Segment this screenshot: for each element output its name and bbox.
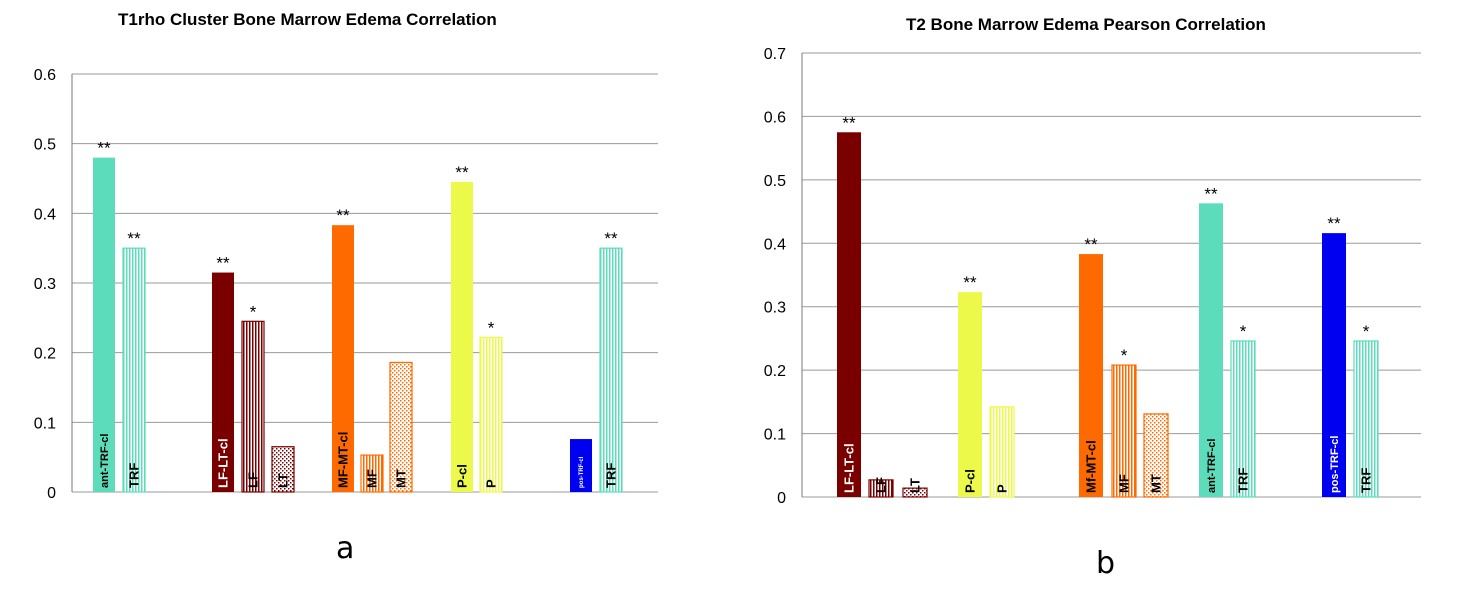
- bar-label: LF-LT-cl: [216, 438, 231, 488]
- panel-label: b: [1096, 546, 1116, 581]
- significance-marker: *: [1240, 322, 1247, 341]
- bar-trf: [122, 247, 146, 493]
- bar-label: TRF: [604, 463, 619, 488]
- significance-marker: *: [1363, 322, 1370, 341]
- bar-mt: [389, 361, 413, 493]
- y-tick-label: 0.5: [764, 173, 786, 190]
- bar-pos-trf-cl: [570, 439, 592, 492]
- bar-label: pos-TRF-cl: [1329, 436, 1341, 493]
- y-tick-label: 0.6: [764, 109, 786, 126]
- y-tick-label: 0.7: [764, 46, 786, 63]
- y-tick-label: 0.3: [34, 276, 56, 293]
- bar-mf: [1111, 364, 1137, 498]
- y-tick-label: 0.6: [34, 67, 56, 84]
- bar-lf: [241, 320, 265, 493]
- chart-panel-a: T1rho Cluster Bone Marrow Edema Correlat…: [0, 0, 700, 594]
- bar-label: LT: [908, 478, 923, 493]
- bar-mt: [1143, 413, 1169, 498]
- significance-marker: *: [1121, 346, 1128, 365]
- bar-p: [989, 406, 1015, 498]
- bar-lt: [271, 446, 295, 493]
- bar-p: [479, 336, 503, 493]
- y-tick-label: 0.5: [34, 137, 56, 154]
- y-tick-label: 0.4: [34, 206, 56, 223]
- bar-mf: [360, 454, 384, 493]
- bar-label: P: [995, 484, 1010, 493]
- y-tick-label: 0: [47, 485, 56, 502]
- bar-pos-trf-cl: [1322, 233, 1346, 497]
- bar-label: LF: [246, 472, 261, 488]
- bar-p-cl: [451, 181, 473, 492]
- bar-label: ant-TRF-cl: [1206, 439, 1218, 493]
- bar-label: TRF: [127, 463, 142, 488]
- bar-label: MT: [1149, 474, 1164, 493]
- y-tick-label: 0.3: [764, 300, 786, 317]
- y-tick-label: 0.2: [34, 346, 56, 363]
- significance-marker: **: [455, 163, 469, 182]
- bar-trf: [1230, 340, 1256, 498]
- y-tick-label: 0.2: [764, 363, 786, 380]
- bar-label: pos-TRF-cl: [579, 456, 585, 488]
- bar-label: MT: [394, 469, 409, 488]
- bar-trf: [1353, 340, 1379, 498]
- significance-marker: *: [250, 302, 257, 321]
- bar-lt: [902, 487, 928, 498]
- bar-mf-mt-cl: [332, 225, 354, 492]
- significance-marker: **: [1084, 235, 1098, 254]
- bar-lf-lt-cl: [837, 132, 861, 498]
- bar-chart-a: 00.10.20.30.40.50.6ant-TRF-cl**TRF**LF-L…: [34, 67, 658, 502]
- bar-ant-trf-cl: [1199, 203, 1223, 497]
- significance-marker: **: [842, 113, 856, 132]
- chart-title: T2 Bone Marrow Edema Pearson Correlation: [906, 15, 1266, 34]
- bar-label: ant-TRF-cl: [99, 434, 111, 488]
- significance-marker: *: [488, 318, 495, 337]
- significance-marker: **: [97, 139, 111, 158]
- significance-marker: **: [604, 229, 618, 248]
- bar-lf: [868, 479, 894, 498]
- bar-label: Mf-MT-cl: [1084, 440, 1099, 493]
- bar-p-cl: [958, 292, 982, 497]
- chart-title: T1rho Cluster Bone Marrow Edema Correlat…: [118, 10, 497, 29]
- significance-marker: **: [336, 206, 350, 225]
- bar-ant-trf-cl: [93, 157, 115, 492]
- bar-label: LF: [874, 477, 889, 493]
- bar-label: MF-MT-cl: [336, 432, 351, 488]
- bar-label: P: [484, 479, 499, 488]
- bar-label: MF: [365, 469, 380, 488]
- bar-label: LT: [276, 473, 291, 488]
- bar-label: TRF: [1359, 468, 1374, 493]
- significance-marker: **: [963, 273, 977, 292]
- chart-panel-b: T2 Bone Marrow Edema Pearson Correlation…: [720, 0, 1467, 594]
- significance-marker: **: [1204, 184, 1218, 203]
- bar-label: LF-LT-cl: [842, 443, 857, 493]
- y-tick-label: 0: [777, 490, 786, 507]
- bar-trf: [599, 247, 623, 493]
- bar-lf-lt-cl: [212, 272, 234, 492]
- y-tick-label: 0.4: [764, 236, 786, 253]
- bar-mf-mt-cl: [1079, 254, 1103, 497]
- y-tick-label: 0.1: [34, 415, 56, 432]
- bar-chart-b: 00.10.20.30.40.50.60.7LF-LT-cl**LF LT P-cl…: [764, 46, 1421, 507]
- bar-label: MF: [1117, 474, 1132, 493]
- bar-label: P-cl: [455, 464, 470, 488]
- y-tick-label: 0.1: [764, 427, 786, 444]
- panel-label: a: [336, 531, 355, 566]
- bar-label: TRF: [1236, 468, 1251, 493]
- significance-marker: **: [127, 229, 141, 248]
- significance-marker: **: [216, 254, 230, 273]
- bar-label: P-cl: [963, 469, 978, 493]
- significance-marker: **: [1327, 214, 1341, 233]
